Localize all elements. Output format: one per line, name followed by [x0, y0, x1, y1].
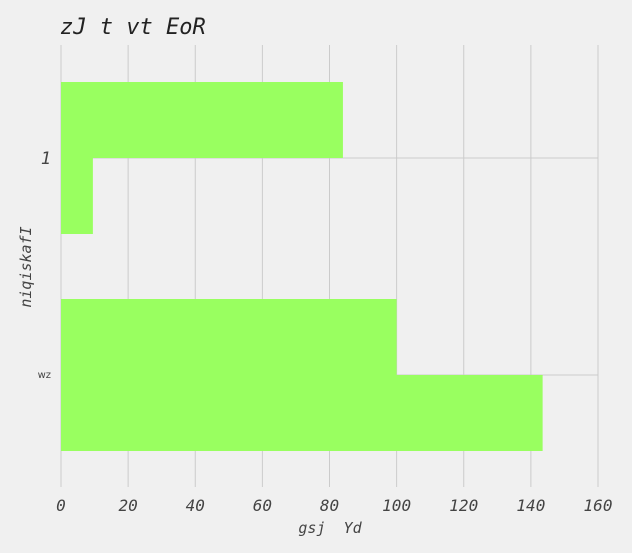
x-tick-label: 20	[118, 496, 137, 515]
x-tick-label: 0	[56, 496, 66, 515]
x-tick-label: 160	[584, 496, 613, 515]
bar	[61, 375, 543, 451]
bar	[61, 158, 93, 234]
y-axis-label: niqiskafI	[17, 226, 35, 307]
y-tick-labels: 1 wz	[38, 149, 51, 381]
x-tick-labels: 0 20 40 60 80 100 120 140 160	[56, 496, 612, 515]
chart-title: zJ t vt EoR	[60, 15, 206, 40]
bar	[61, 82, 343, 158]
bars	[61, 82, 543, 451]
x-tick-label: 80	[320, 496, 339, 515]
x-tick-label: 60	[253, 496, 272, 515]
y-tick-label: wz	[38, 370, 51, 381]
y-tick-label: 1	[41, 149, 51, 169]
bar	[61, 299, 397, 375]
x-tick-label: 120	[449, 496, 478, 515]
x-tick-label: 140	[516, 496, 545, 515]
x-tick-label: 100	[382, 496, 411, 515]
x-axis-label: gsj Yd	[298, 519, 362, 537]
x-tick-label: 40	[186, 496, 205, 515]
